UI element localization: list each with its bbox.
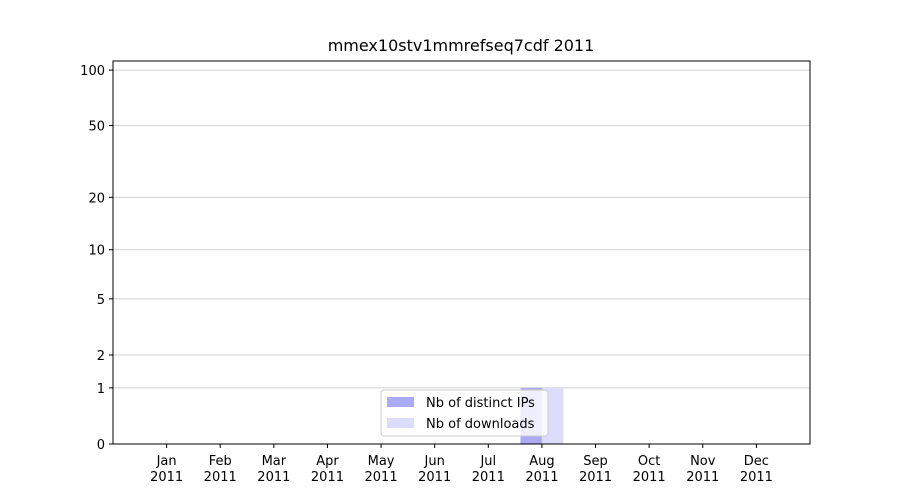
chart-title: mmex10stv1mmrefseq7cdf 2011	[328, 36, 595, 55]
x-tick-label: Dec 2011	[740, 454, 773, 485]
y-tick-label: 5	[97, 293, 105, 308]
y-tick-label: 100	[80, 64, 105, 79]
legend-swatch	[387, 418, 414, 428]
x-tick-label: Apr 2011	[311, 454, 344, 485]
x-tick-label: May 2011	[365, 454, 398, 485]
legend-label: Nb of downloads	[426, 417, 535, 432]
x-tick-label: Jun 2011	[418, 454, 451, 485]
y-tick-label: 0	[97, 438, 105, 453]
x-tick-label: Feb 2011	[204, 454, 237, 485]
x-tick-label: Nov 2011	[686, 454, 719, 485]
y-tick-label: 2	[97, 349, 105, 364]
legend-box	[380, 389, 549, 437]
plot-frame	[112, 60, 811, 445]
legend-swatch	[387, 397, 414, 407]
y-tick-label: 50	[88, 119, 105, 134]
legend-label: Nb of distinct IPs	[426, 396, 535, 411]
x-tick-label: Mar 2011	[257, 454, 290, 485]
x-tick-label: Jan 2011	[150, 454, 183, 485]
x-tick-label: Oct 2011	[633, 454, 666, 485]
x-tick-label: Aug 2011	[525, 454, 558, 485]
y-tick-label: 1	[97, 382, 105, 397]
y-tick-label: 10	[88, 244, 105, 259]
x-tick-label: Jul 2011	[472, 454, 505, 485]
x-tick-label: Sep 2011	[579, 454, 612, 485]
y-tick-label: 20	[88, 191, 105, 206]
